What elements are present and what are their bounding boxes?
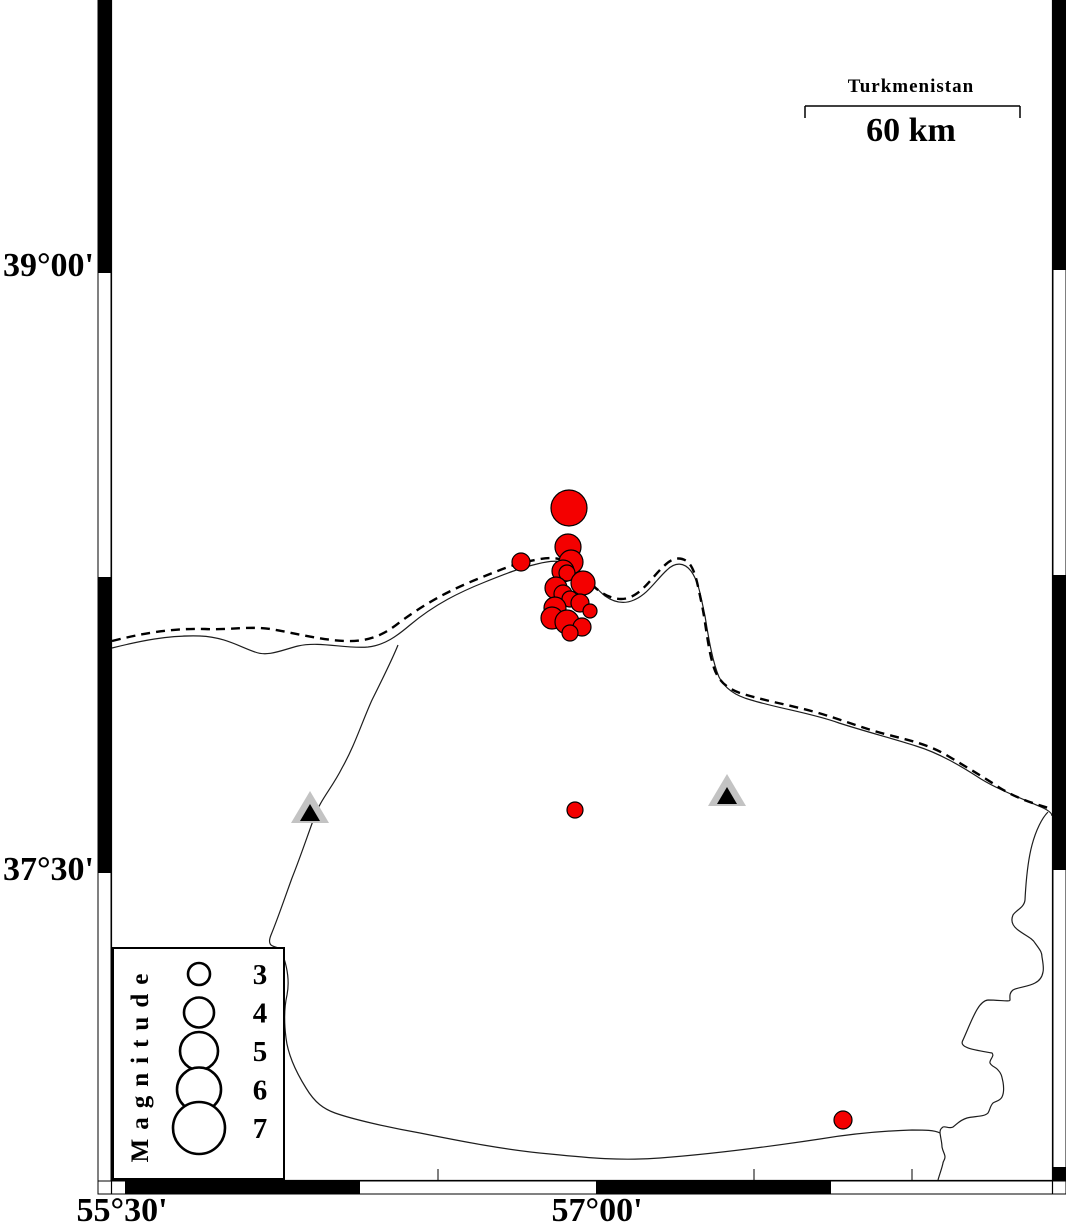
legend-magnitude-circle <box>186 961 212 987</box>
legend-magnitude-value: 4 <box>253 998 268 1030</box>
magnitude-legend-box: 3 4 5 6 7 <box>112 947 285 1180</box>
map-frame <box>97 0 1066 1195</box>
longitude-label-57-00: 57°00' <box>551 1192 643 1229</box>
latitude-label-37-30: 37°30' <box>2 851 94 888</box>
earthquake-marker <box>582 603 598 619</box>
latitude-label-39: 39°00' <box>2 247 94 284</box>
border-east-line <box>937 811 1049 1181</box>
earthquake-marker <box>566 801 584 819</box>
legend-magnitude-value: 3 <box>253 959 268 991</box>
station-triangle-inner <box>300 804 320 821</box>
border-companion-line <box>111 560 1053 817</box>
earthquake-marker <box>558 564 576 582</box>
legend-magnitude-value: 6 <box>253 1075 268 1107</box>
earthquake-marker <box>511 552 531 572</box>
station-triangle-inner <box>717 787 737 804</box>
legend-magnitude-circle <box>171 1100 227 1156</box>
border-west-line <box>269 644 941 1160</box>
legend-magnitude-circle <box>182 996 216 1029</box>
earthquake-markers <box>511 489 853 1130</box>
earthquake-marker <box>833 1110 853 1130</box>
scale-bar <box>804 105 1021 118</box>
longitude-ticks <box>279 1169 913 1181</box>
longitude-label-55-30: 55°30' <box>76 1192 168 1229</box>
earthquake-marker <box>561 624 579 642</box>
legend-magnitude-value: 7 <box>253 1113 268 1145</box>
magnitude-legend-canvas: 3 4 5 6 7 <box>171 959 268 1156</box>
station-markers <box>291 774 746 823</box>
legend-magnitude-value: 5 <box>253 1036 268 1068</box>
magnitude-legend-title: Magnitude <box>127 964 154 1163</box>
country-name-label: Turkmenistan <box>847 76 975 97</box>
earthquake-marker <box>550 489 588 527</box>
scale-distance-label: 60 km <box>866 112 956 149</box>
legend-magnitude-circle <box>178 1030 220 1072</box>
earthquake-marker <box>570 570 596 596</box>
